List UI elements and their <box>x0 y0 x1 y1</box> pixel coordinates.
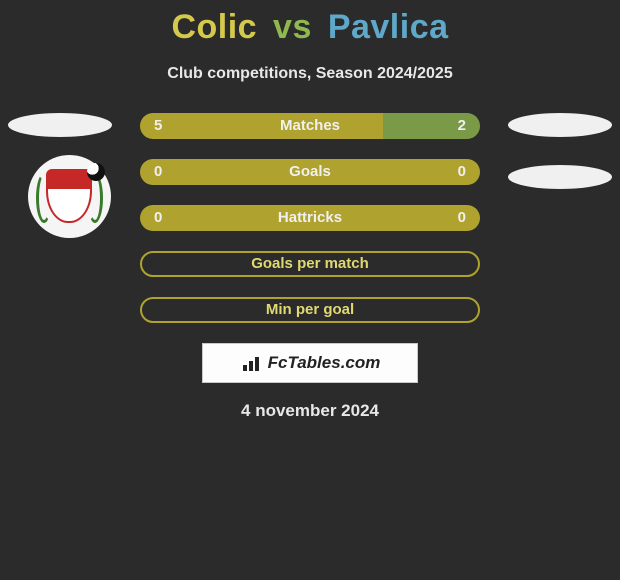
bar-right-value: 0 <box>458 205 466 231</box>
bar-row-hattricks: 0 Hattricks 0 <box>140 205 480 231</box>
subtitle: Club competitions, Season 2024/2025 <box>0 65 620 83</box>
comparison-title: Colic vs Pavlica <box>0 0 620 47</box>
bar-row-matches: 5 Matches 2 <box>140 113 480 139</box>
attribution-box: FcTables.com <box>202 343 418 383</box>
snapshot-date: 4 november 2024 <box>0 401 620 421</box>
bar-row-goals-per-match: Goals per match <box>140 251 480 277</box>
bar-row-goals: 0 Goals 0 <box>140 159 480 185</box>
player-left-photo-placeholder <box>8 113 112 137</box>
bar-chart-icon <box>240 355 262 371</box>
title-vs: vs <box>273 8 312 46</box>
ball-icon <box>87 163 105 181</box>
shield-top-icon <box>46 169 92 189</box>
title-left-player: Colic <box>171 8 257 46</box>
bar-label: Matches <box>140 113 480 139</box>
bar-label: Hattricks <box>140 205 480 231</box>
bar-right-value: 0 <box>458 159 466 185</box>
comparison-bars: 5 Matches 2 0 Goals 0 0 Hattricks 0 Goal… <box>140 113 480 323</box>
chart-area: 5 Matches 2 0 Goals 0 0 Hattricks 0 Goal… <box>0 113 620 421</box>
player-right-photo-placeholder <box>508 113 612 137</box>
club-right-badge-placeholder <box>508 165 612 189</box>
bar-right-value: 2 <box>458 113 466 139</box>
attribution-text: FcTables.com <box>268 353 381 373</box>
bar-row-min-per-goal: Min per goal <box>140 297 480 323</box>
title-right-player: Pavlica <box>328 8 449 46</box>
club-left-badge <box>28 155 111 238</box>
bar-label: Goals <box>140 159 480 185</box>
bar-label: Goals per match <box>142 253 478 275</box>
bar-label: Min per goal <box>142 299 478 321</box>
